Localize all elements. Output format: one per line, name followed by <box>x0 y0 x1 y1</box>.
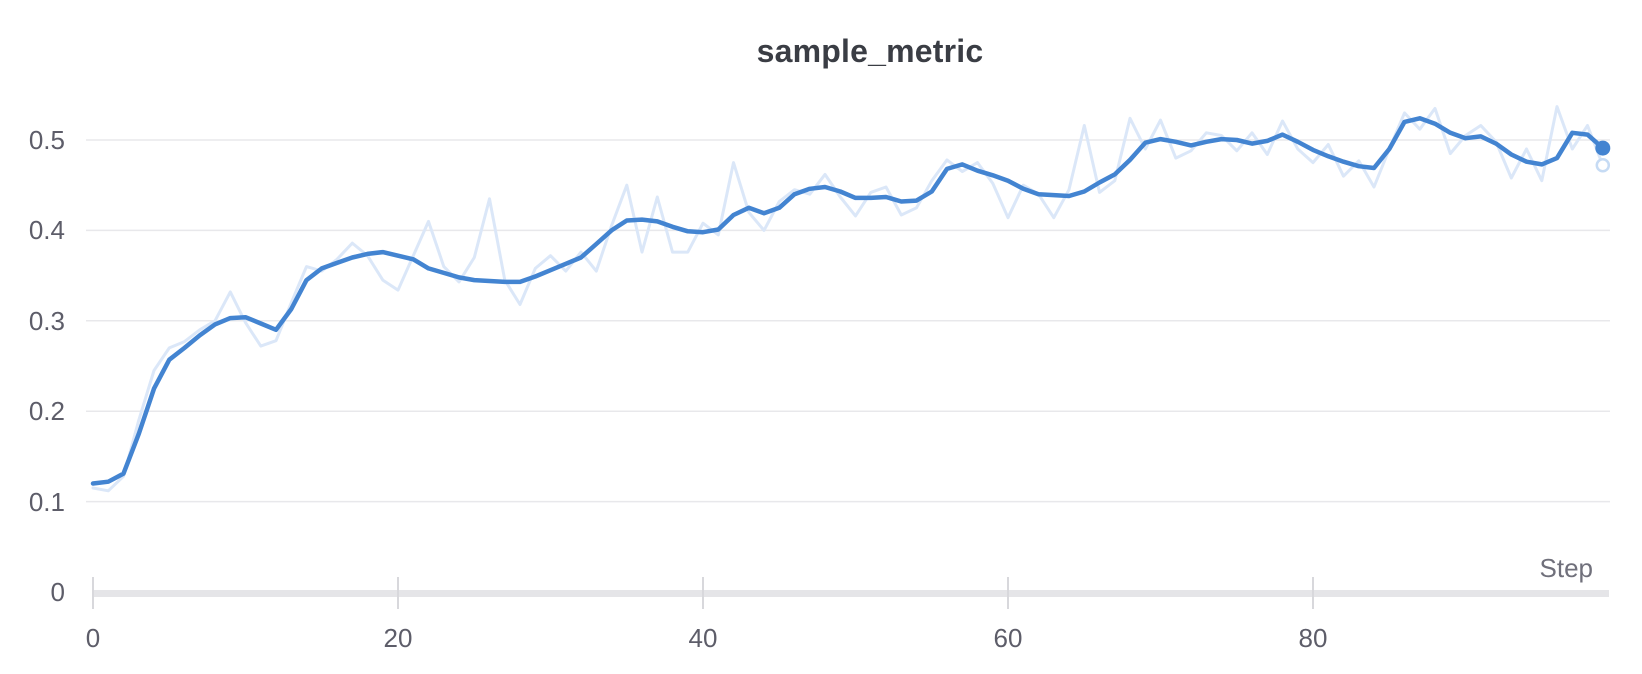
y-tick-label: 0.2 <box>28 396 65 426</box>
smoothed-end-marker <box>1595 140 1611 156</box>
y-tick-label: 0.4 <box>28 215 65 245</box>
x-tick-label: 80 <box>1298 623 1328 653</box>
x-axis-title: Step <box>1539 553 1594 583</box>
y-tick-label: 0.5 <box>28 125 65 155</box>
y-tick-label: 0.3 <box>28 306 65 336</box>
x-tick-label: 60 <box>993 623 1023 653</box>
x-tick-label: 0 <box>85 623 101 653</box>
y-tick-label: 0.1 <box>28 487 65 517</box>
x-tick-label: 20 <box>383 623 413 653</box>
chart-title: sample_metric <box>756 33 984 69</box>
x-tick-label: 40 <box>688 623 718 653</box>
x-axis-baseline <box>93 590 1609 597</box>
y-tick-label: 0 <box>50 577 65 607</box>
gridlines <box>86 139 1610 503</box>
smoothed-series-line <box>90 116 1606 486</box>
x-axis-tick-marks <box>92 577 1314 609</box>
raw-series-line <box>91 105 1605 493</box>
raw-end-marker <box>1595 158 1611 173</box>
